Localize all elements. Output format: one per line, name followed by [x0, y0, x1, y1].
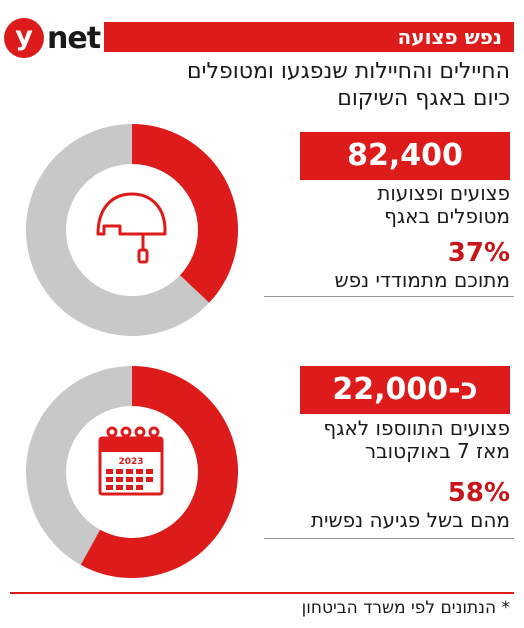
section-title-bar: נפש פצועה: [104, 22, 514, 52]
desc-line-1: פצועים התווספו לאגף: [323, 416, 510, 440]
ynet-logo[interactable]: y net: [4, 14, 101, 62]
page-heading: החיילים והחיילות שנפגעו ומטופלים כיום בא…: [110, 58, 510, 112]
percent-value-mental: 37%: [447, 238, 510, 268]
stat-number-new: כ-22,000: [300, 366, 510, 414]
divider: [264, 538, 514, 539]
divider: [264, 296, 514, 297]
donut-arc-percent: [26, 124, 238, 336]
heading-line-2: כיום באגף השיקום: [337, 86, 510, 111]
desc-line-2: מאז 7 באוקטובר: [364, 439, 510, 463]
desc-line-2: מטופלים באגף: [384, 204, 510, 228]
stat-number-total: 82,400: [300, 132, 510, 180]
percent-description-psychological: מהם בשל פגיעה נפשית: [310, 508, 510, 532]
source-footnote: * הנתונים לפי משרד הביטחון: [301, 598, 510, 618]
donut-chart-new-wounded: 2023: [26, 366, 238, 578]
helmet-icon: [96, 192, 167, 264]
calendar-icon: 2023: [98, 426, 164, 496]
donut-chart-wounded: [26, 124, 238, 336]
logo-wordmark: net: [47, 20, 101, 56]
percent-description-mental: מתוכם מתמודדי נפש: [334, 268, 510, 292]
donut-arc-percent: [26, 366, 238, 578]
percent-value-psychological: 58%: [447, 478, 510, 508]
stat-description-new: פצועים התווספו לאגף מאז 7 באוקטובר: [280, 417, 510, 463]
logo-circle: y: [4, 18, 44, 58]
calendar-year: 2023: [118, 457, 143, 467]
heading-line-1: החיילים והחיילות שנפגעו ומטופלים: [186, 59, 510, 84]
desc-line-1: פצועים ופצועות: [377, 181, 510, 205]
footer-rule: [10, 592, 514, 594]
stat-description-total: פצועים ופצועות מטופלים באגף: [280, 182, 510, 228]
